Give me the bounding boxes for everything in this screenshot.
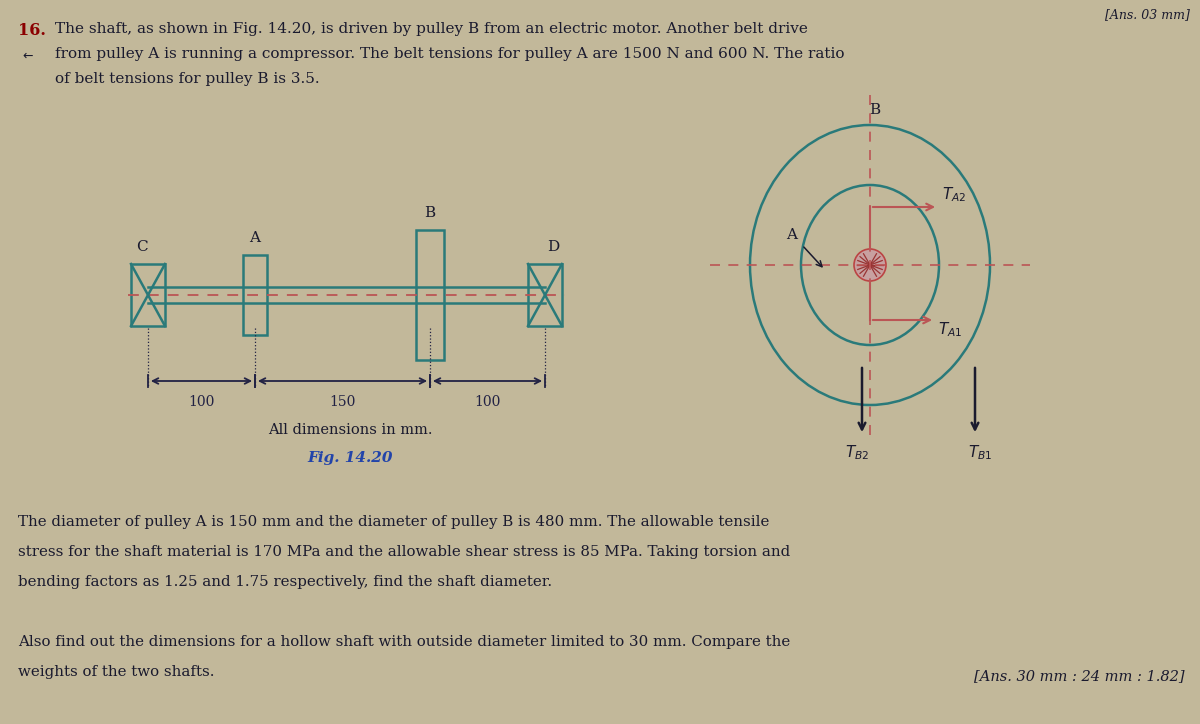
Text: $T_{A1}$: $T_{A1}$ (938, 321, 962, 340)
Text: $T_{A2}$: $T_{A2}$ (942, 185, 966, 204)
Text: stress for the shaft material is 170 MPa and the allowable shear stress is 85 MP: stress for the shaft material is 170 MPa… (18, 545, 791, 559)
Text: B: B (870, 103, 881, 117)
Text: A: A (250, 231, 260, 245)
Text: [Ans. 30 mm : 24 mm : 1.82]: [Ans. 30 mm : 24 mm : 1.82] (974, 669, 1186, 683)
Bar (416, 230, 444, 360)
Text: A: A (786, 228, 798, 242)
Bar (242, 255, 266, 335)
Text: from pulley A is running a compressor. The belt tensions for pulley A are 1500 N: from pulley A is running a compressor. T… (55, 47, 845, 61)
Text: of belt tensions for pulley B is 3.5.: of belt tensions for pulley B is 3.5. (55, 72, 319, 86)
Text: C: C (136, 240, 148, 254)
Text: weights of the two shafts.: weights of the two shafts. (18, 665, 215, 679)
Text: ←: ← (22, 50, 32, 63)
Text: bending factors as 1.25 and 1.75 respectively, find the shaft diameter.: bending factors as 1.25 and 1.75 respect… (18, 575, 552, 589)
Text: The shaft, as shown in Fig. 14.20, is driven by pulley B from an electric motor.: The shaft, as shown in Fig. 14.20, is dr… (55, 22, 808, 36)
Text: $T_{B1}$: $T_{B1}$ (968, 443, 992, 462)
Circle shape (854, 249, 886, 281)
Bar (131, 264, 166, 326)
Text: Also find out the dimensions for a hollow shaft with outside diameter limited to: Also find out the dimensions for a hollo… (18, 635, 791, 649)
Text: 16.: 16. (18, 22, 46, 39)
Text: 100: 100 (474, 395, 500, 409)
Text: 100: 100 (188, 395, 215, 409)
Text: $T_{B2}$: $T_{B2}$ (845, 443, 869, 462)
Text: All dimensions in mm.: All dimensions in mm. (268, 423, 432, 437)
Text: 150: 150 (329, 395, 355, 409)
Text: The diameter of pulley A is 150 mm and the diameter of pulley B is 480 mm. The a: The diameter of pulley A is 150 mm and t… (18, 515, 769, 529)
Text: B: B (425, 206, 436, 220)
Text: [Ans. 03 mm]: [Ans. 03 mm] (1105, 8, 1190, 21)
Text: Fig. 14.20: Fig. 14.20 (307, 451, 392, 465)
Text: D: D (547, 240, 559, 254)
Bar (528, 264, 562, 326)
